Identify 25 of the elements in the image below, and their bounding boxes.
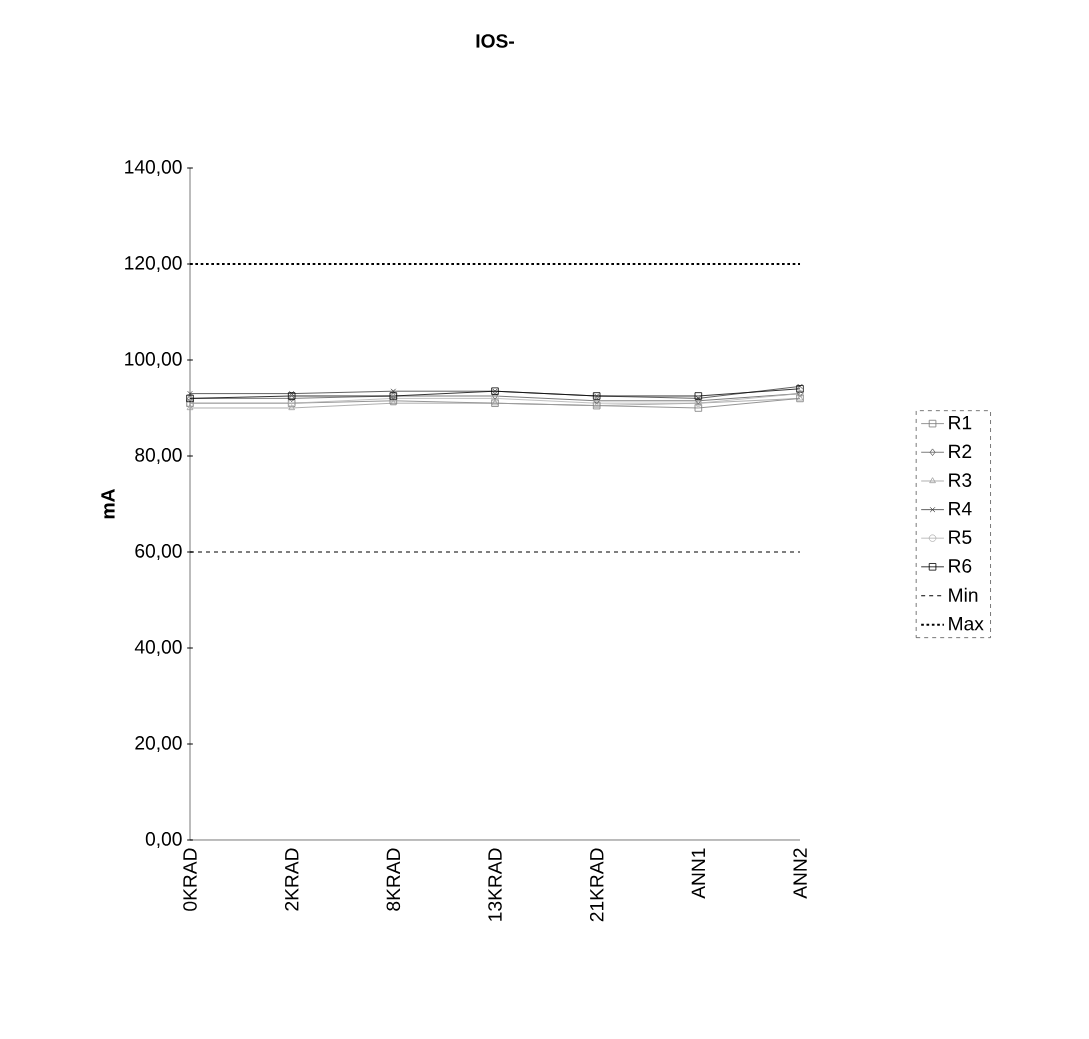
x-tick-label: ANN2 xyxy=(793,848,807,899)
legend-label: Max xyxy=(949,617,984,631)
y-tick-label: 100,00 xyxy=(125,352,182,368)
x-tick-label: ANN1 xyxy=(691,848,705,899)
legend-label: R3 xyxy=(949,473,972,487)
y-tick-label: 0,00 xyxy=(145,832,182,848)
legend-label: R1 xyxy=(949,416,972,430)
y-tick-label: 120,00 xyxy=(125,256,182,272)
y-tick-label: 20,00 xyxy=(135,736,182,752)
x-tick-label: 0KRAD xyxy=(183,848,197,911)
y-tick-label: 140,00 xyxy=(125,160,182,176)
y-tick-label: 60,00 xyxy=(135,544,182,560)
x-tick-label: 2KRAD xyxy=(284,848,299,911)
y-tick-label: 80,00 xyxy=(135,448,182,464)
legend-label: Min xyxy=(949,587,978,602)
legend-label: R4 xyxy=(949,502,972,516)
x-tick-label: 8KRAD xyxy=(386,848,401,911)
y-tick-label: 40,00 xyxy=(134,640,182,656)
legend-label: R6 xyxy=(949,559,972,573)
legend-label: R5 xyxy=(949,530,972,544)
x-tick-label: 13KRAD xyxy=(488,848,502,921)
legend-label: R2 xyxy=(949,444,972,458)
x-tick-label: 21KRAD xyxy=(589,848,604,922)
chart-title: IOS- xyxy=(476,34,514,48)
y-axis-title: mA xyxy=(101,489,115,519)
